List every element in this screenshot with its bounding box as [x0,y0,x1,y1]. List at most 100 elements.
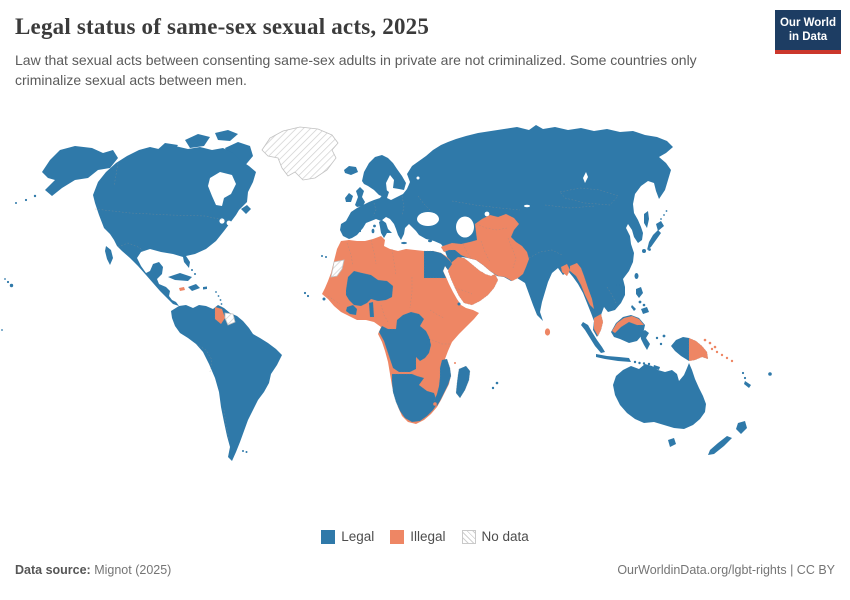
legend-item-illegal[interactable]: Illegal [390,529,446,544]
great-lakes [219,217,239,226]
legend-item-legal[interactable]: Legal [321,529,374,544]
chart-footer: Data source: Mignot (2025) OurWorldinDat… [15,563,835,577]
map-region-denmark[interactable] [382,190,387,199]
nodata-swatch-icon [461,529,476,544]
lake-baikal [583,172,588,183]
page-title: Legal status of same-sex sexual acts, 20… [15,14,430,39]
map-region-japan[interactable] [642,221,664,253]
map-region-baja-california[interactable] [105,246,113,265]
owid-logo-redbar [775,49,841,54]
map-region-fiji[interactable] [768,372,772,376]
map-region-papua-new-guinea[interactable] [688,337,709,362]
footer-link[interactable]: OurWorldinData.org/lgbt-rights | CC BY [617,563,835,577]
map-region-corsica[interactable] [373,224,376,228]
map-region-canary-islands[interactable] [321,255,327,258]
owid-logo[interactable]: Our World in Data [775,10,841,54]
country-borders [94,162,619,441]
world-map [1,125,772,461]
map-region-iceland[interactable] [344,166,358,175]
map-region-sardinia[interactable] [371,228,375,234]
map-region-north-america[interactable] [93,146,256,306]
map-region-mali-niger[interactable] [345,270,394,307]
map-region-java[interactable] [596,354,631,362]
map-region-west-papua[interactable] [671,337,689,361]
map-region-png-islands[interactable] [703,338,717,349]
map-region-malay-peninsula[interactable] [593,313,604,337]
map-region-hainan[interactable] [616,283,620,287]
caspian-sea [456,216,474,238]
data-source-label: Data source: [15,563,91,577]
map-region-newfoundland[interactable] [241,205,251,214]
map-region-jamaica[interactable] [179,287,185,291]
map-region-australia[interactable] [613,363,706,429]
map-region-vanuatu[interactable] [741,371,747,380]
map-region-new-zealand[interactable] [708,421,747,455]
map-region-taiwan[interactable] [634,273,639,279]
map-region-cape-verde[interactable] [303,291,310,298]
black-sea [417,212,439,226]
map-region-tasmania[interactable] [668,438,676,447]
map-region-myanmar[interactable] [569,262,595,310]
map-region-italy[interactable] [379,220,392,238]
map-region-french-polynesia[interactable] [1,329,3,331]
map-region-comoros[interactable] [454,362,456,364]
chart-subtitle: Law that sexual acts between consenting … [15,52,697,89]
map-region-rwanda-burundi[interactable] [426,338,431,346]
aral-sea [484,211,490,217]
map-region-solomon-islands[interactable] [710,347,734,363]
map-region-sumatra[interactable] [581,322,605,353]
map-region-benin[interactable] [368,301,375,318]
map-region-middle-east-central-asia[interactable] [440,213,530,282]
map-region-arabian-peninsula[interactable] [447,256,499,306]
map-region-eswatini[interactable] [433,402,437,406]
map-region-falklands[interactable] [242,450,248,453]
map-region-moluccas[interactable] [655,334,666,346]
map-region-sri-lanka[interactable] [544,328,551,336]
map-region-guinea-bissau[interactable] [322,297,326,301]
map-region-guyana[interactable] [214,306,226,325]
map-region-sakhalin[interactable] [644,211,649,228]
map-region-new-caledonia[interactable] [744,381,751,388]
data-source-value: Mignot (2025) [94,563,172,577]
map-region-cuba[interactable] [168,273,192,281]
map-region-western-sahara[interactable] [330,259,345,278]
legend-item-nodata[interactable]: No data [461,529,529,544]
data-source: Data source: Mignot (2025) [15,563,171,577]
map-region-united-kingdom[interactable] [355,187,365,207]
illegal-swatch-icon [390,529,405,544]
lake-balkhash [524,204,530,208]
map-region-philippines[interactable] [631,287,649,314]
map-region-crete[interactable] [401,241,407,245]
map-region-bangladesh[interactable] [560,263,571,277]
map-region-cyprus[interactable] [428,239,432,243]
map-region-mauritius-reunion[interactable] [491,381,499,390]
map-region-scandinavia[interactable] [362,155,406,197]
map-region-mozambique[interactable] [433,358,452,407]
map-region-balearics[interactable] [358,229,362,233]
map-region-central-africa[interactable] [378,311,432,373]
map-region-puerto-rico[interactable] [203,286,207,290]
map-region-alaska[interactable] [15,146,118,204]
map-region-egypt[interactable] [423,250,453,279]
map-region-lesser-sunda[interactable] [633,360,660,370]
map-region-suriname[interactable] [224,312,236,326]
map-region-southern-africa[interactable] [391,373,438,423]
hudson-bay [208,172,236,206]
map-region-sulawesi[interactable] [640,330,650,350]
map-region-cote-divoire[interactable] [345,304,358,316]
map-region-lesser-antilles[interactable] [215,291,223,305]
map-region-greenland[interactable] [261,126,339,181]
map-region-hawaii[interactable] [4,278,14,288]
map-region-djibouti[interactable] [457,302,461,306]
map-region-bahamas[interactable] [191,269,196,275]
map-region-ireland[interactable] [345,193,353,202]
map-region-malaysia-borneo[interactable] [611,315,645,334]
owid-logo-box: Our World in Data [775,10,841,50]
map-legend: Legal Illegal No data [0,529,850,544]
legal-swatch-icon [321,529,336,544]
map-region-kuril-islands[interactable] [660,210,668,220]
map-region-south-america[interactable] [171,305,282,461]
map-region-madagascar[interactable] [455,365,471,399]
map-region-hispaniola[interactable] [188,284,200,291]
